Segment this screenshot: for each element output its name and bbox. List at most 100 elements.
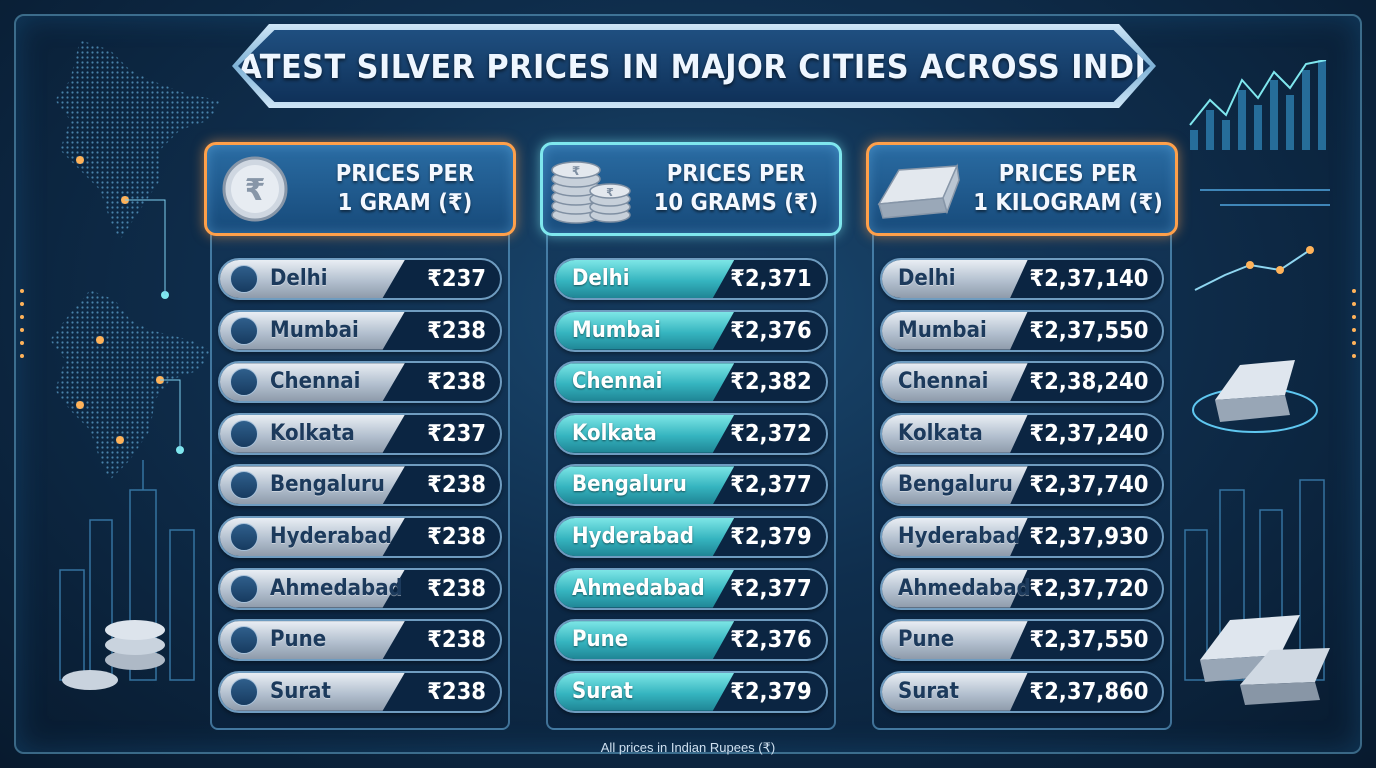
city-name: Mumbai — [572, 317, 661, 343]
right-decoration — [1184, 60, 1330, 705]
city-name: Kolkata — [572, 420, 657, 446]
column-header: ₹ PRICES PER 1 GRAM (₹) — [204, 142, 516, 236]
table-row: Kolkata ₹2,37,240 — [880, 412, 1164, 455]
price-value: ₹2,379 — [730, 523, 812, 550]
city-name: Ahmedabad — [898, 575, 1031, 601]
table-row: Ahmedabad ₹2,377 — [554, 567, 828, 610]
table-row: Pune ₹2,376 — [554, 619, 828, 662]
column-header: ₹ ₹ PRICES PER 10 GRAMS (₹) — [540, 142, 842, 236]
city-name: Bengaluru — [270, 472, 385, 498]
table-row: Delhi ₹2,371 — [554, 258, 828, 300]
city-name: Pune — [572, 627, 629, 653]
title-banner: LATEST SILVER PRICES IN MAJOR CITIES ACR… — [232, 24, 1156, 108]
table-row: Chennai ₹2,382 — [554, 361, 828, 404]
table-row: Mumbai ₹2,376 — [554, 309, 828, 352]
price-value: ₹2,376 — [730, 317, 812, 344]
price-value: ₹2,382 — [730, 369, 812, 396]
price-value: ₹237 — [427, 420, 486, 447]
city-name: Mumbai — [270, 317, 359, 343]
price-value: ₹2,37,140 — [1028, 266, 1148, 292]
column-header: PRICES PER 1 KILOGRAM (₹) — [866, 142, 1178, 236]
price-value: ₹2,37,720 — [1028, 575, 1148, 602]
silver-bar-icon — [869, 146, 965, 232]
city-name: Pune — [898, 627, 955, 653]
city-name: Pune — [270, 627, 327, 653]
price-value: ₹238 — [427, 678, 486, 705]
city-name: Delhi — [572, 266, 630, 291]
table-row: Ahmedabad ₹2,37,720 — [880, 567, 1164, 610]
landmark-icon — [230, 626, 258, 655]
table-row: Bengaluru ₹2,37,740 — [880, 464, 1164, 507]
left-frame-dots — [20, 280, 26, 367]
table-row: Mumbai ₹2,37,550 — [880, 309, 1164, 352]
city-name: Bengaluru — [898, 472, 1013, 498]
table-row: Ahmedabad ₹238 — [218, 567, 502, 610]
landmark-icon — [230, 316, 258, 345]
table-row: Kolkata ₹237 — [218, 412, 502, 455]
landmark-icon — [230, 471, 258, 500]
city-name: Delhi — [270, 266, 328, 291]
city-name: Surat — [572, 678, 633, 704]
city-name: Surat — [270, 678, 331, 704]
outer-frame — [14, 14, 1362, 754]
column-per-kilogram: PRICES PER 1 KILOGRAM (₹) Delhi ₹2,37,140… — [866, 142, 1178, 730]
svg-text:₹: ₹ — [245, 173, 266, 208]
india-map-decoration — [50, 40, 220, 690]
city-name: Mumbai — [898, 317, 987, 343]
landmark-icon — [230, 368, 258, 397]
city-name: Chennai — [270, 369, 361, 395]
price-value: ₹2,371 — [730, 266, 812, 292]
table-row: Delhi ₹237 — [218, 258, 502, 300]
table-row: Bengaluru ₹2,377 — [554, 464, 828, 507]
right-frame-dots — [1352, 280, 1358, 367]
city-name: Hyderabad — [572, 523, 694, 549]
table-row: Pune ₹2,37,550 — [880, 619, 1164, 662]
price-list: Delhi ₹237 Mumbai ₹238 Chennai ₹238 Kolkata… — [218, 258, 502, 722]
table-row: Bengaluru ₹238 — [218, 464, 502, 507]
svg-text:₹: ₹ — [572, 164, 580, 178]
price-value: ₹2,376 — [730, 627, 812, 654]
price-value: ₹2,377 — [730, 575, 812, 602]
svg-text:₹: ₹ — [606, 186, 614, 199]
table-row: Pune ₹238 — [218, 619, 502, 662]
price-value: ₹238 — [427, 472, 486, 499]
column-per-10-grams: ₹ ₹ PRICES PER 10 GRAMS (₹) Delhi ₹2,371 … — [540, 142, 842, 730]
coin-stack-icon: ₹ ₹ — [543, 146, 639, 232]
price-value: ₹2,377 — [730, 472, 812, 499]
column-header-label: PRICES PER 1 GRAM (₹) — [335, 161, 475, 216]
city-name: Chennai — [898, 369, 989, 395]
table-row: Hyderabad ₹238 — [218, 515, 502, 558]
price-value: ₹238 — [427, 627, 486, 654]
price-value: ₹2,372 — [730, 420, 812, 447]
table-row: Surat ₹238 — [218, 670, 502, 713]
price-value: ₹2,37,550 — [1028, 627, 1148, 654]
table-row: Kolkata ₹2,372 — [554, 412, 828, 455]
city-name: Chennai — [572, 369, 663, 395]
table-row: Hyderabad ₹2,37,930 — [880, 515, 1164, 558]
price-value: ₹2,37,930 — [1028, 523, 1148, 550]
landmark-icon — [230, 677, 258, 706]
city-name: Ahmedabad — [270, 575, 403, 601]
column-header-label: PRICES PER 10 GRAMS (₹) — [653, 161, 819, 216]
price-value: ₹238 — [427, 317, 486, 344]
price-value: ₹2,37,240 — [1028, 420, 1148, 447]
city-name: Kolkata — [270, 420, 355, 446]
city-name: Hyderabad — [898, 523, 1020, 549]
price-value: ₹2,37,860 — [1028, 678, 1148, 705]
price-value: ₹238 — [427, 523, 486, 550]
city-name: Ahmedabad — [572, 575, 705, 601]
price-list: Delhi ₹2,37,140 Mumbai ₹2,37,550 Chennai ₹2… — [880, 258, 1164, 722]
table-row: Chennai ₹2,38,240 — [880, 361, 1164, 404]
price-value: ₹2,37,550 — [1028, 317, 1148, 344]
table-row: Mumbai ₹238 — [218, 309, 502, 352]
table-row: Surat ₹2,37,860 — [880, 670, 1164, 713]
table-row: Hyderabad ₹2,379 — [554, 515, 828, 558]
landmark-icon — [230, 522, 258, 551]
table-row: Chennai ₹238 — [218, 361, 502, 404]
price-list: Delhi ₹2,371 Mumbai ₹2,376 Chennai ₹2,382 K… — [554, 258, 828, 722]
city-name: Bengaluru — [572, 472, 687, 498]
city-name: Delhi — [898, 266, 956, 291]
table-row: Surat ₹2,379 — [554, 670, 828, 713]
price-value: ₹2,38,240 — [1028, 369, 1148, 396]
table-row: Delhi ₹2,37,140 — [880, 258, 1164, 300]
